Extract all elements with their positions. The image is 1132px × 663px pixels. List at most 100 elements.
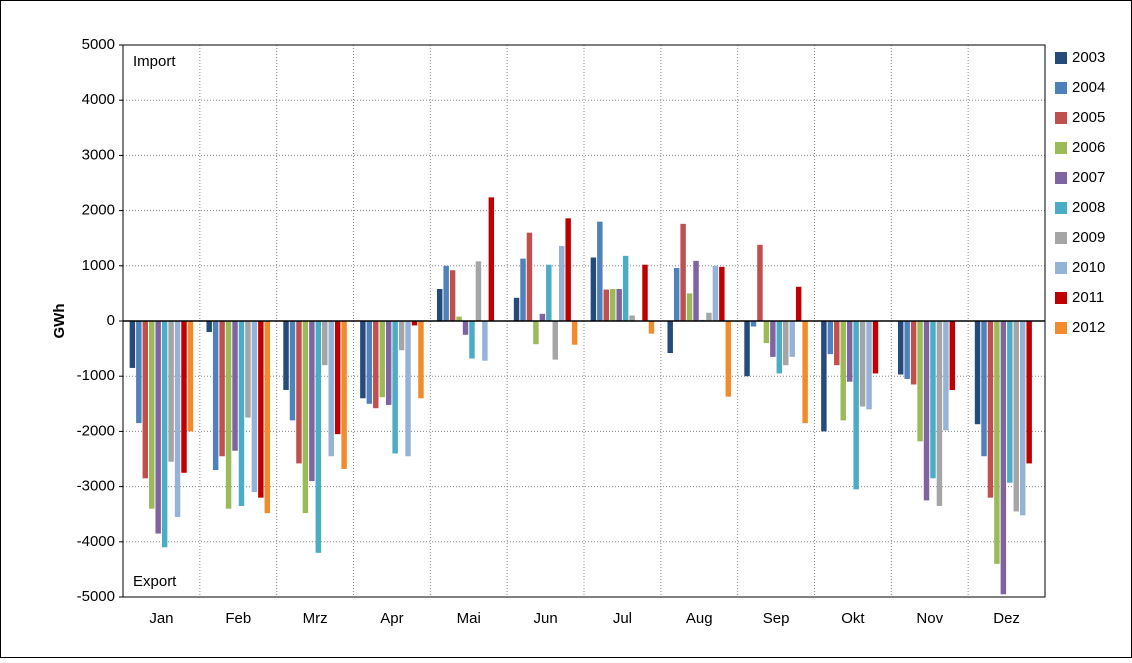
- bar: [629, 315, 635, 321]
- bar: [334, 321, 341, 435]
- y-tick-label: 0: [107, 312, 115, 329]
- bar: [725, 321, 732, 397]
- bar: [693, 260, 699, 321]
- bar: [590, 257, 597, 321]
- bar: [181, 321, 187, 473]
- bar: [469, 321, 475, 359]
- bar: [283, 321, 289, 390]
- bar: [802, 321, 808, 424]
- bar: [622, 255, 629, 321]
- bar: [405, 321, 411, 457]
- legend-label: 2006: [1072, 139, 1105, 156]
- bar: [897, 321, 904, 375]
- legend-swatch: [1055, 262, 1067, 274]
- legend-swatch: [1055, 202, 1067, 214]
- x-tick-label: Apr: [380, 610, 403, 627]
- x-tick-label: Feb: [225, 610, 251, 627]
- x-tick-label: Jun: [533, 610, 557, 627]
- bar: [565, 218, 571, 321]
- bar: [981, 321, 987, 457]
- bar: [930, 321, 936, 479]
- bar: [642, 264, 648, 321]
- bar: [232, 321, 238, 451]
- y-tick-label: 5000: [82, 36, 115, 53]
- bar: [558, 245, 565, 321]
- bar: [546, 264, 552, 321]
- bar: [155, 321, 161, 534]
- bar: [392, 321, 398, 454]
- bar: [219, 321, 225, 457]
- x-tick-label: Aug: [686, 610, 713, 627]
- bar: [910, 321, 917, 385]
- y-axis-label: GWh: [51, 304, 68, 339]
- legend-swatch: [1055, 292, 1067, 304]
- x-tick-label: Jul: [613, 610, 632, 627]
- bar: [974, 321, 981, 425]
- bar: [449, 270, 456, 321]
- legend-swatch: [1055, 82, 1067, 94]
- bar: [149, 321, 155, 509]
- legend-label: 2003: [1072, 49, 1105, 66]
- bar: [526, 232, 533, 321]
- bar: [533, 321, 539, 345]
- bar: [943, 321, 949, 431]
- bar: [373, 321, 379, 409]
- bar: [289, 321, 296, 421]
- bar: [1007, 321, 1013, 483]
- bar: [366, 321, 373, 404]
- bar: [436, 288, 443, 321]
- legend-swatch: [1055, 112, 1067, 124]
- x-tick-label: Okt: [841, 610, 865, 627]
- bar: [174, 321, 181, 517]
- bar: [315, 321, 322, 553]
- bar: [853, 321, 859, 490]
- bar: [866, 321, 872, 410]
- bar: [667, 321, 673, 354]
- bar: [1000, 321, 1007, 595]
- legend-swatch: [1055, 172, 1067, 184]
- bar: [795, 286, 802, 321]
- bar: [251, 321, 258, 493]
- x-tick-label: Mai: [457, 610, 481, 627]
- bar: [616, 288, 622, 321]
- x-tick-label: Sep: [763, 610, 790, 627]
- bar: [302, 321, 309, 514]
- bar: [309, 321, 315, 482]
- bar: [379, 321, 385, 398]
- legend-label: 2010: [1072, 259, 1105, 276]
- bar: [328, 321, 334, 457]
- bar: [462, 321, 469, 335]
- bar: [872, 321, 879, 374]
- y-tick-label: 4000: [82, 91, 115, 108]
- bar: [776, 321, 783, 374]
- bar: [168, 321, 174, 462]
- legend-label: 2009: [1072, 229, 1105, 246]
- bar: [648, 321, 655, 334]
- bar: [744, 321, 750, 377]
- bar: [225, 321, 232, 509]
- bar: [258, 321, 264, 498]
- bar: [142, 321, 149, 479]
- bar: [846, 321, 853, 382]
- bar: [187, 321, 194, 432]
- y-tick-label: 3000: [82, 146, 115, 163]
- bar: [719, 266, 725, 321]
- bar: [520, 258, 526, 321]
- legend-swatch: [1055, 232, 1067, 244]
- bar: [418, 321, 424, 399]
- bar: [212, 321, 219, 471]
- bar: [597, 221, 603, 321]
- legend-label: 2011: [1072, 289, 1104, 306]
- legend-label: 2012: [1072, 319, 1105, 336]
- annotation: Import: [133, 53, 176, 70]
- bar: [238, 321, 245, 506]
- legend-label: 2005: [1072, 109, 1105, 126]
- bar: [206, 321, 212, 333]
- bar: [571, 321, 578, 345]
- bar: [834, 321, 840, 366]
- bar: [488, 197, 495, 321]
- y-tick-label: -2000: [77, 422, 115, 439]
- y-tick-label: 1000: [82, 257, 115, 274]
- bar: [821, 321, 827, 432]
